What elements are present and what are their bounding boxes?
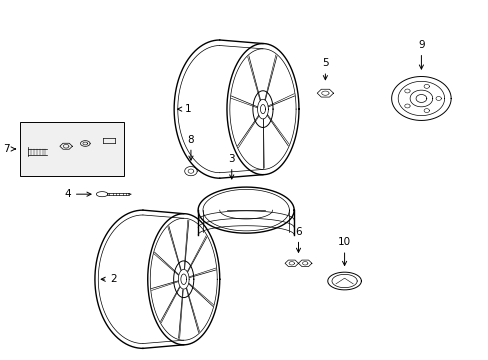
Text: 6: 6 xyxy=(295,227,301,252)
Text: 10: 10 xyxy=(337,237,350,265)
Text: 8: 8 xyxy=(187,135,194,160)
Text: 3: 3 xyxy=(228,154,235,179)
Text: 5: 5 xyxy=(322,58,328,80)
Bar xyxy=(20,122,123,176)
Text: 9: 9 xyxy=(417,40,424,69)
Text: 1: 1 xyxy=(177,104,190,114)
Text: 7: 7 xyxy=(3,144,15,154)
Text: 2: 2 xyxy=(101,274,116,284)
Text: 4: 4 xyxy=(64,189,91,199)
